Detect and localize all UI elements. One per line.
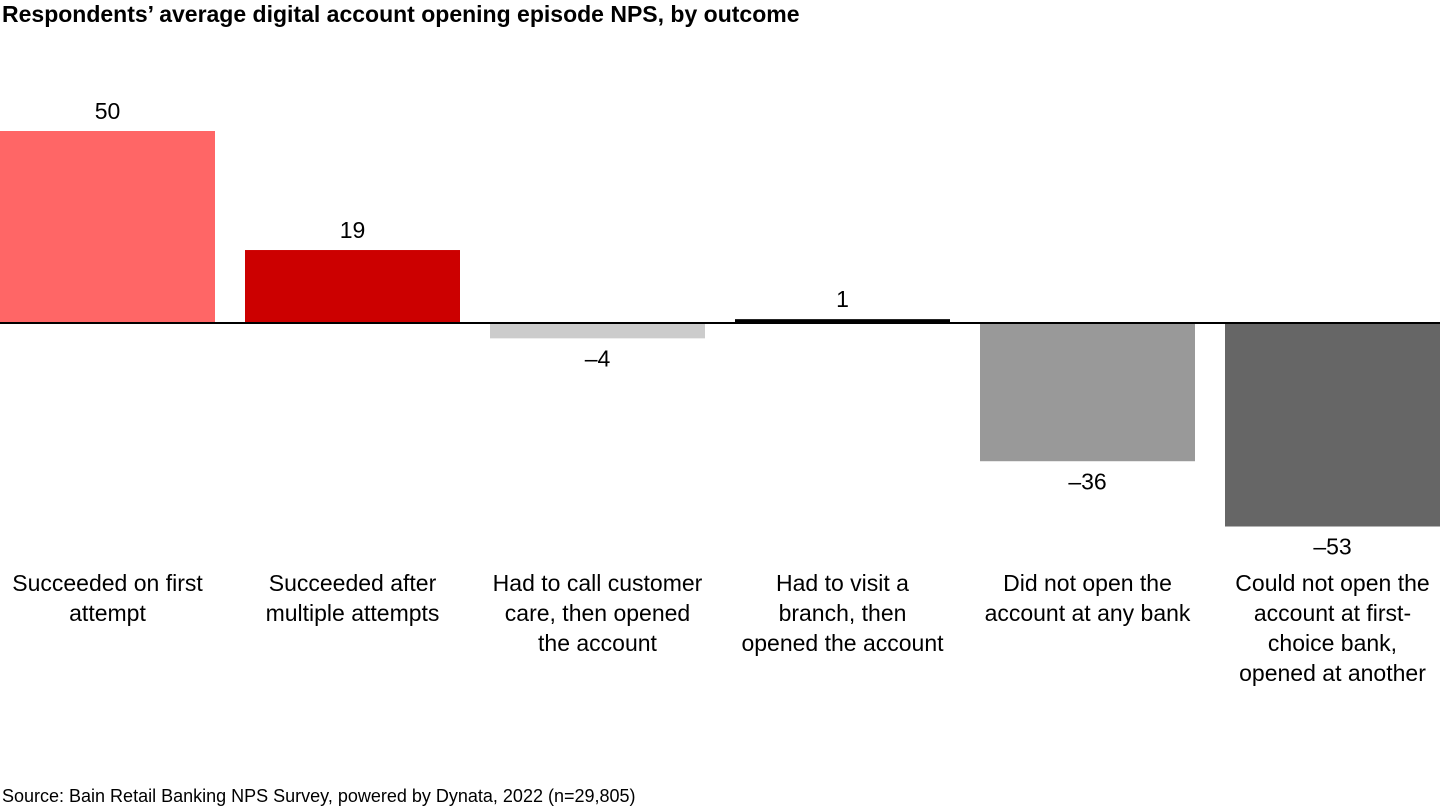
chart-title: Respondents’ average digital account ope…	[2, 1, 800, 27]
value-label: 50	[95, 98, 121, 124]
category-label: Succeeded on first attempt	[12, 570, 203, 626]
bar	[980, 322, 1195, 462]
bar	[1225, 322, 1440, 527]
value-label: 19	[340, 217, 366, 243]
bar	[245, 250, 460, 323]
category-label: Did not open the account at any bank	[984, 570, 1191, 626]
category-label: Could not open the account at first-choi…	[1235, 570, 1430, 686]
category-label: Succeeded after multiple attempts	[265, 570, 440, 626]
value-label: –4	[585, 345, 611, 371]
value-label: –53	[1313, 534, 1351, 560]
value-label: –36	[1068, 468, 1106, 494]
bar	[735, 319, 950, 323]
bar	[0, 131, 215, 323]
category-label: Had to visit a branch, then opened the a…	[741, 570, 944, 656]
source: Source: Bain Retail Banking NPS Survey, …	[2, 786, 636, 806]
bar	[490, 322, 705, 339]
category-label: Had to call customer care, then opened t…	[492, 570, 703, 656]
value-label: 1	[836, 286, 849, 312]
